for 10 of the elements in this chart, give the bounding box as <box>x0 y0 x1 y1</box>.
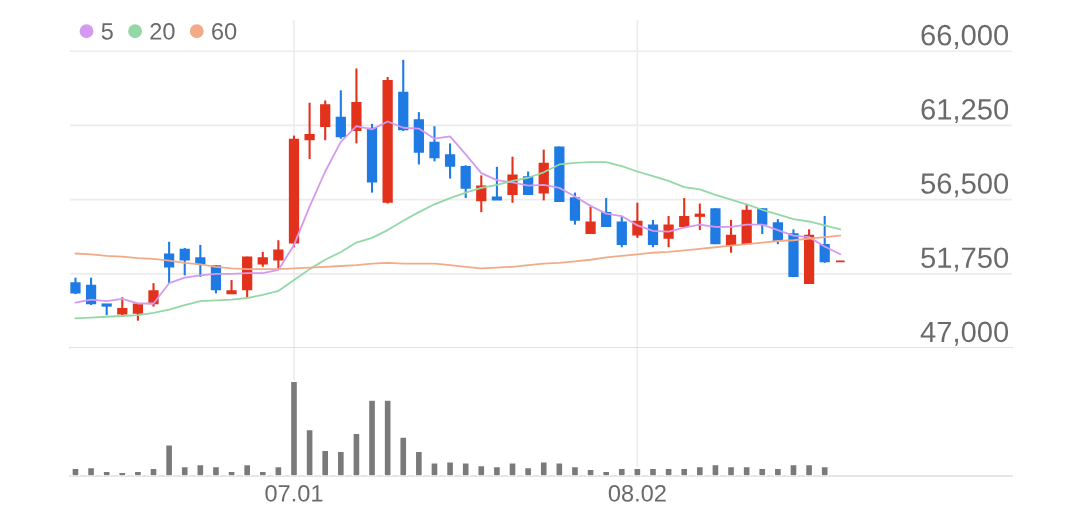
legend-label: 5 <box>101 23 113 40</box>
x-tick-label: 08.02 <box>608 484 666 502</box>
x-tick-label: 07.01 <box>265 484 323 502</box>
y-tick-label: 66,000 <box>921 24 1009 49</box>
y-tick-label: 56,500 <box>921 173 1009 198</box>
legend-label: 60 <box>212 22 237 40</box>
y-tick-label: 51,750 <box>921 247 1009 272</box>
legend-label: 20 <box>150 22 175 40</box>
y-tick-label: 47,000 <box>920 321 1009 346</box>
y-tick-label: 61,250 <box>921 99 1009 124</box>
